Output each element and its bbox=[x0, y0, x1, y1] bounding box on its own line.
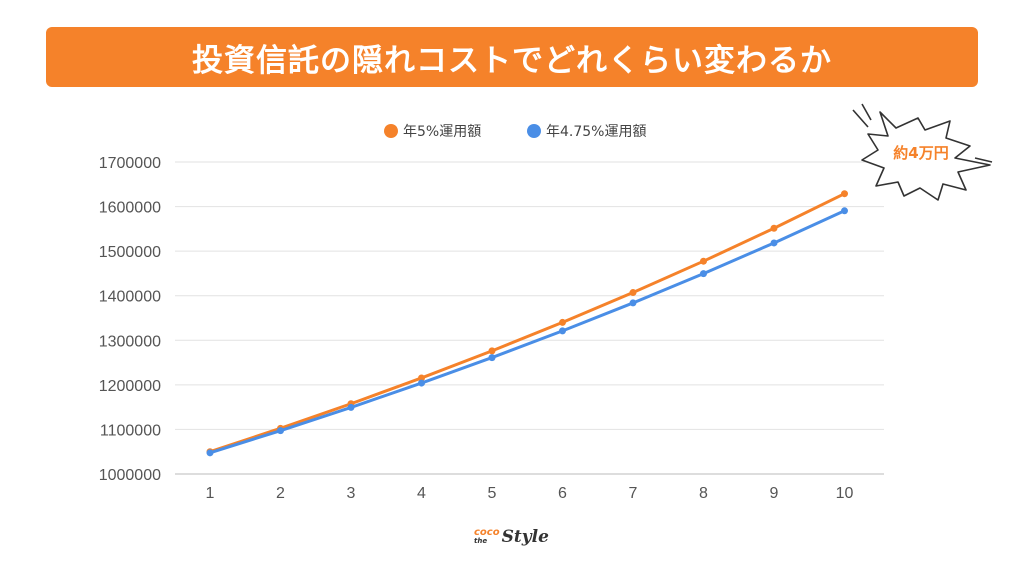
x-tick-label: 6 bbox=[558, 485, 567, 502]
site-logo: coco the Style bbox=[474, 525, 549, 549]
page-title: 投資信託の隠れコストでどれくらい変わるか bbox=[192, 42, 832, 79]
x-tick-label: 9 bbox=[770, 485, 779, 502]
data-point bbox=[700, 270, 707, 278]
x-tick-label: 7 bbox=[629, 485, 638, 502]
logo-coco-text: coco bbox=[474, 527, 500, 538]
callout-text: 約4万円 bbox=[893, 144, 948, 162]
series-2 bbox=[206, 207, 848, 457]
callout-burst: 約4万円 bbox=[852, 103, 993, 201]
y-tick-label: 1200000 bbox=[99, 378, 161, 395]
data-point bbox=[347, 403, 355, 411]
series-1 bbox=[206, 190, 848, 456]
legend-marker bbox=[527, 124, 541, 138]
data-point bbox=[418, 379, 425, 387]
title-banner: 投資信託の隠れコストでどれくらい変わるか bbox=[46, 27, 978, 87]
grid-lines bbox=[175, 161, 884, 475]
burst-spike bbox=[852, 109, 869, 128]
data-point bbox=[488, 347, 496, 355]
logo-style-text: Style bbox=[501, 527, 549, 547]
logo-the-text: the bbox=[474, 537, 488, 545]
y-tick-label: 1400000 bbox=[99, 289, 161, 306]
data-point bbox=[629, 299, 637, 307]
data-point bbox=[629, 289, 637, 297]
data-point bbox=[770, 239, 778, 247]
y-tick-label: 1300000 bbox=[99, 333, 161, 350]
data-point bbox=[700, 257, 707, 265]
data-point bbox=[841, 190, 848, 198]
logo-mark: coco the bbox=[474, 528, 500, 546]
burst-shape bbox=[861, 111, 991, 201]
series-line bbox=[208, 209, 846, 455]
x-tick-label: 8 bbox=[699, 485, 708, 502]
x-tick-label: 2 bbox=[276, 485, 285, 502]
data-point bbox=[559, 327, 566, 335]
y-tick-label: 1600000 bbox=[99, 200, 161, 217]
x-tick-label: 3 bbox=[347, 485, 356, 502]
y-tick-label: 1100000 bbox=[100, 422, 161, 439]
data-point bbox=[559, 318, 566, 326]
legend-label: 年5%運用額 bbox=[403, 124, 481, 140]
data-point bbox=[277, 427, 284, 435]
series-group bbox=[206, 190, 848, 457]
x-tick-label: 10 bbox=[836, 485, 854, 502]
x-tick-label: 1 bbox=[206, 485, 215, 502]
y-tick-label: 1500000 bbox=[99, 244, 161, 261]
data-point bbox=[418, 374, 425, 382]
x-tick-label: 5 bbox=[488, 485, 497, 502]
x-axis: 1 2 3 4 5 6 7 8 9 10 bbox=[206, 485, 854, 502]
legend: 年5%運用額 年4.75%運用額 bbox=[384, 124, 646, 140]
data-point bbox=[770, 224, 778, 232]
series-line bbox=[208, 192, 846, 454]
y-axis: 1000000 1100000 1200000 1300000 1400000 15000… bbox=[99, 155, 161, 484]
data-point bbox=[206, 449, 214, 457]
burst-spike bbox=[861, 103, 872, 121]
y-tick-label: 1000000 bbox=[99, 467, 161, 484]
x-tick-label: 4 bbox=[417, 485, 426, 502]
burst-spike bbox=[974, 157, 993, 163]
legend-marker bbox=[384, 124, 398, 138]
data-point bbox=[841, 207, 848, 215]
data-point bbox=[488, 354, 496, 362]
y-tick-label: 1700000 bbox=[99, 155, 161, 172]
legend-label: 年4.75%運用額 bbox=[546, 124, 646, 140]
